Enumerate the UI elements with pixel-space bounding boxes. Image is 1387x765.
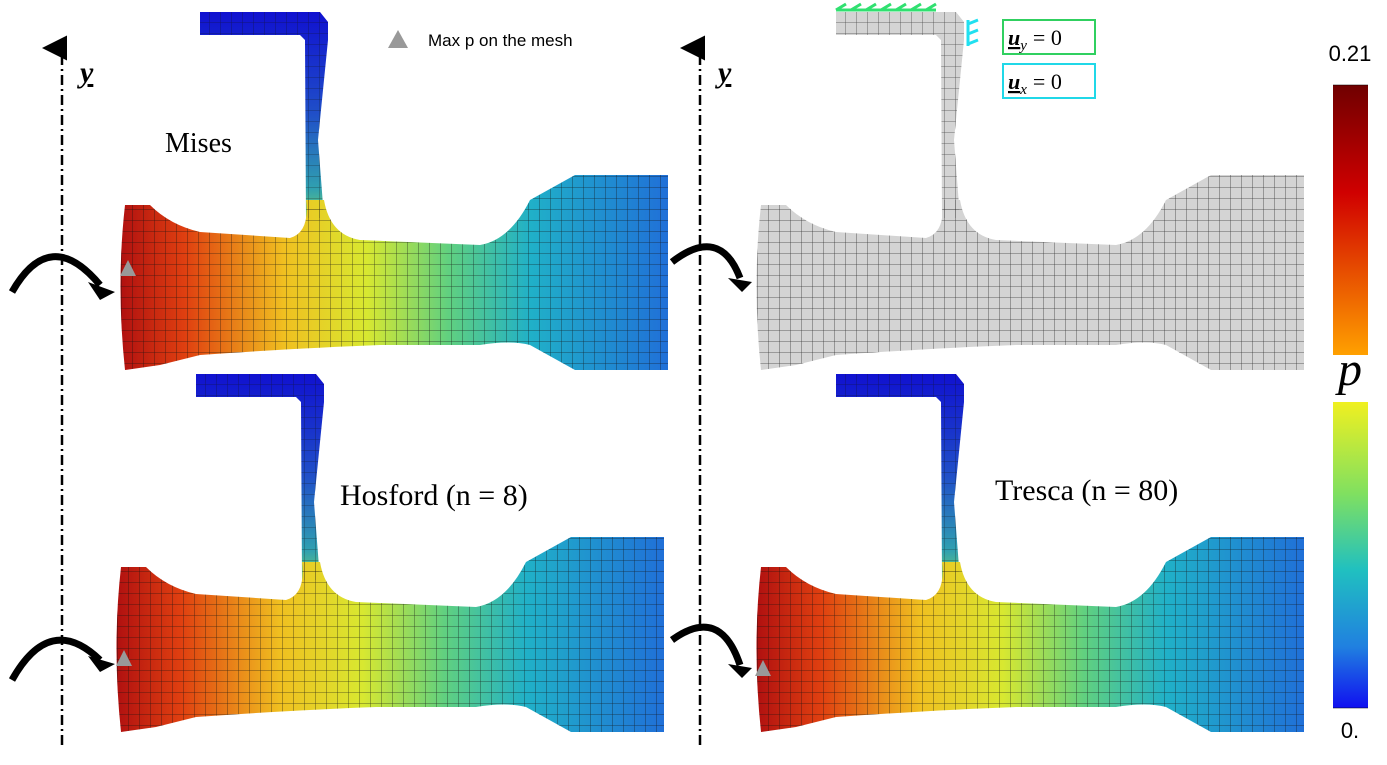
bc-label: ux = 0 — [1008, 69, 1062, 98]
rotation-arrows — [8, 243, 744, 682]
colorbar — [1333, 402, 1368, 708]
bc-box — [1002, 19, 1096, 55]
panel-label: Tresca (n = 80) — [995, 474, 1178, 507]
bc-label: uy = 0 — [1008, 25, 1062, 54]
axis-label: y — [715, 56, 732, 89]
panel-label: Mises — [165, 128, 232, 159]
colorbar-label: p — [1335, 343, 1362, 396]
mesh — [756, 2, 1304, 370]
colorbar — [1333, 85, 1368, 355]
colorbar-tick-label: 0.21 — [1329, 41, 1372, 66]
axis-label: y — [77, 56, 94, 89]
max-markers — [116, 30, 771, 676]
colorbar-tick-label: 0. — [1341, 718, 1359, 743]
legend-label: Max p on the mesh — [428, 31, 573, 50]
tresca-result — [756, 374, 1304, 732]
hosford-result — [116, 374, 664, 732]
arrow-heads — [88, 278, 752, 678]
bc-box — [1002, 63, 1096, 99]
panel-label: Hosford (n = 8) — [340, 479, 528, 512]
mises-result — [120, 12, 668, 370]
